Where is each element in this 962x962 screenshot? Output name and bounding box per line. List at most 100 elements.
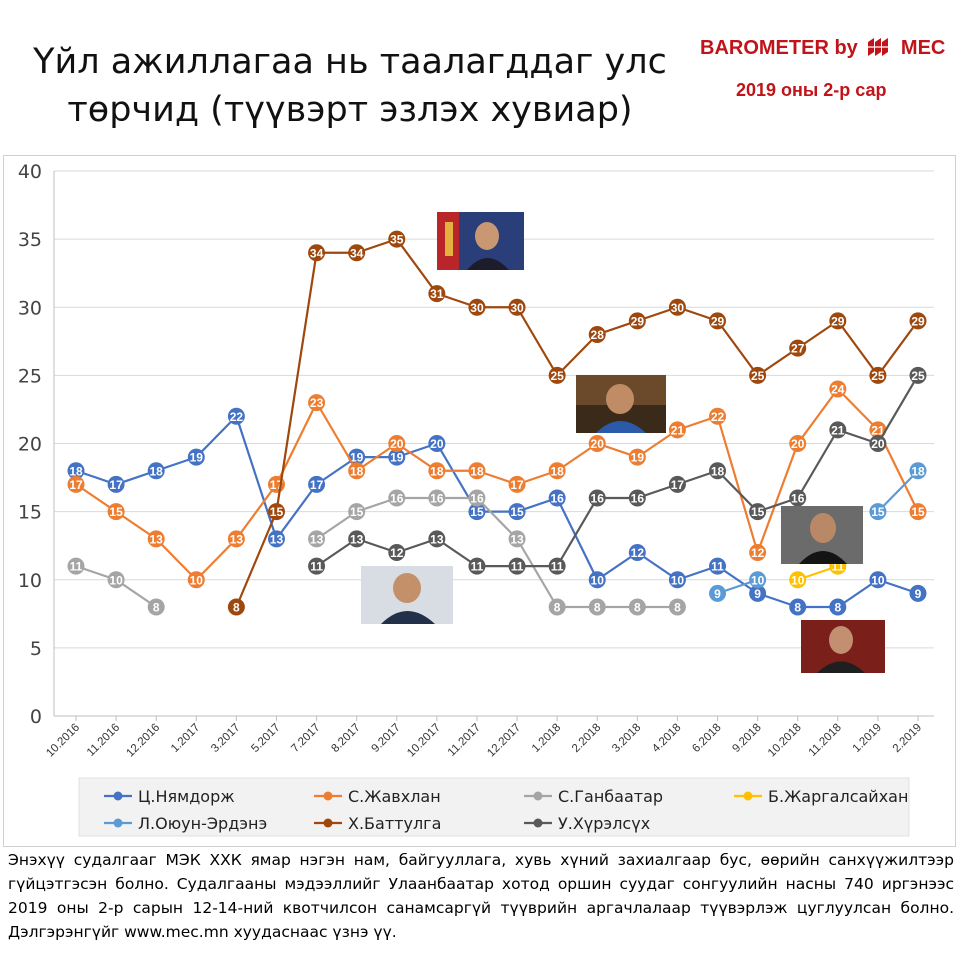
data-point bbox=[187, 571, 205, 589]
legend-swatch-marker bbox=[533, 818, 543, 828]
data-point bbox=[468, 489, 486, 507]
data-label: 11 bbox=[511, 560, 524, 574]
data-point bbox=[308, 475, 326, 493]
data-point bbox=[308, 244, 326, 262]
data-point bbox=[107, 475, 125, 493]
data-point bbox=[67, 475, 85, 493]
data-label: 13 bbox=[430, 532, 444, 546]
data-label: 8 bbox=[233, 601, 240, 615]
data-point bbox=[749, 584, 767, 602]
x-tick-label: 6.2018 bbox=[690, 722, 723, 755]
data-point bbox=[829, 380, 847, 398]
data-point bbox=[588, 489, 606, 507]
data-label: 21 bbox=[671, 423, 685, 437]
legend-swatch-marker bbox=[743, 791, 753, 801]
data-label: 30 bbox=[470, 301, 484, 315]
data-label: 13 bbox=[230, 532, 244, 546]
legend-label: У.Хүрэлсүх bbox=[558, 814, 650, 833]
data-label: 25 bbox=[550, 369, 564, 383]
data-point bbox=[468, 503, 486, 521]
data-point bbox=[308, 557, 326, 575]
x-tick-label: 9.2017 bbox=[370, 722, 403, 755]
data-point bbox=[909, 366, 927, 384]
data-label: 25 bbox=[751, 369, 765, 383]
data-point bbox=[668, 598, 686, 616]
data-label: 19 bbox=[190, 451, 204, 465]
data-label: 16 bbox=[430, 492, 444, 506]
data-point bbox=[869, 503, 887, 521]
data-label: 12 bbox=[631, 546, 645, 560]
data-point bbox=[628, 544, 646, 561]
data-point bbox=[709, 462, 727, 480]
mec-logo-icon bbox=[868, 38, 891, 56]
x-tick-label: 11.2018 bbox=[807, 722, 844, 759]
y-tick-label: 5 bbox=[30, 638, 42, 660]
data-label: 18 bbox=[69, 464, 83, 478]
brand-suffix: MEC bbox=[900, 37, 946, 59]
data-point bbox=[428, 530, 446, 548]
series-line bbox=[75, 415, 919, 609]
data-label: 17 bbox=[510, 478, 524, 492]
legend-label: Б.Жаргалсайхан bbox=[768, 787, 908, 806]
data-label: 8 bbox=[834, 601, 841, 615]
legend-swatch-marker bbox=[323, 791, 333, 801]
data-point bbox=[909, 312, 927, 330]
data-point bbox=[348, 244, 366, 262]
series-6: 8 15 34 34 35 31 30 30 25 28 29 30 29 25 27 29 25 29 bbox=[227, 230, 927, 616]
y-tick-label: 15 bbox=[18, 502, 42, 524]
data-label: 10 bbox=[109, 573, 123, 587]
data-point bbox=[548, 598, 566, 616]
data-point bbox=[909, 584, 927, 602]
data-label: 20 bbox=[871, 437, 885, 451]
data-point bbox=[628, 489, 646, 507]
chart-area: 0 5 10 15 20 25 30 35 40 10.2016 11.2016 12.2016 1.2… bbox=[3, 155, 956, 847]
data-point bbox=[548, 489, 566, 507]
data-point bbox=[428, 285, 446, 303]
data-label: 18 bbox=[350, 464, 364, 478]
footnote: Энэхүү судалгааг МЭК ХХК ямар нэгэн нам,… bbox=[8, 851, 954, 941]
legend-swatch-marker bbox=[323, 818, 333, 828]
data-point bbox=[388, 230, 406, 248]
portrait-photo-zhavkhlan bbox=[576, 375, 666, 433]
x-tick-label: 12.2017 bbox=[485, 722, 523, 760]
y-tick-label: 0 bbox=[30, 706, 42, 728]
legend-swatch-marker bbox=[113, 791, 123, 801]
data-point bbox=[107, 571, 125, 589]
data-label: 16 bbox=[470, 492, 484, 506]
data-point bbox=[67, 557, 85, 575]
legend-label: Л.Оюун-Эрдэнэ bbox=[138, 814, 267, 833]
data-label: 25 bbox=[911, 369, 925, 383]
data-point bbox=[508, 475, 526, 493]
y-tick-label: 40 bbox=[18, 161, 42, 183]
data-point bbox=[548, 462, 566, 480]
data-point bbox=[588, 598, 606, 616]
data-point bbox=[348, 462, 366, 480]
data-point bbox=[628, 312, 646, 330]
data-label: 21 bbox=[831, 423, 845, 437]
data-label: 18 bbox=[711, 464, 725, 478]
data-label: 29 bbox=[631, 314, 645, 328]
data-point bbox=[909, 462, 927, 480]
data-label: 29 bbox=[831, 314, 845, 328]
data-point bbox=[388, 544, 406, 561]
data-label: 13 bbox=[310, 532, 324, 546]
chart-title: Үйл ажиллагаа нь таалагддаг улс төрчид (… bbox=[20, 38, 680, 134]
data-label: 31 bbox=[430, 287, 444, 301]
data-point bbox=[187, 448, 205, 466]
x-tick-label: 7.2017 bbox=[289, 722, 322, 755]
data-point bbox=[668, 571, 686, 589]
data-point bbox=[508, 530, 526, 548]
data-point bbox=[668, 475, 686, 493]
data-label: 13 bbox=[150, 532, 164, 546]
data-label: 17 bbox=[671, 478, 685, 492]
data-point bbox=[668, 298, 686, 316]
data-point bbox=[869, 366, 887, 384]
data-label: 30 bbox=[671, 301, 685, 315]
legend-label: С.Ганбаатар bbox=[558, 787, 663, 806]
data-point bbox=[267, 530, 285, 548]
x-tick-label: 3.2017 bbox=[209, 722, 242, 755]
data-point bbox=[709, 557, 727, 575]
data-label: 8 bbox=[674, 601, 681, 615]
data-point bbox=[227, 407, 245, 425]
data-point bbox=[789, 598, 807, 616]
